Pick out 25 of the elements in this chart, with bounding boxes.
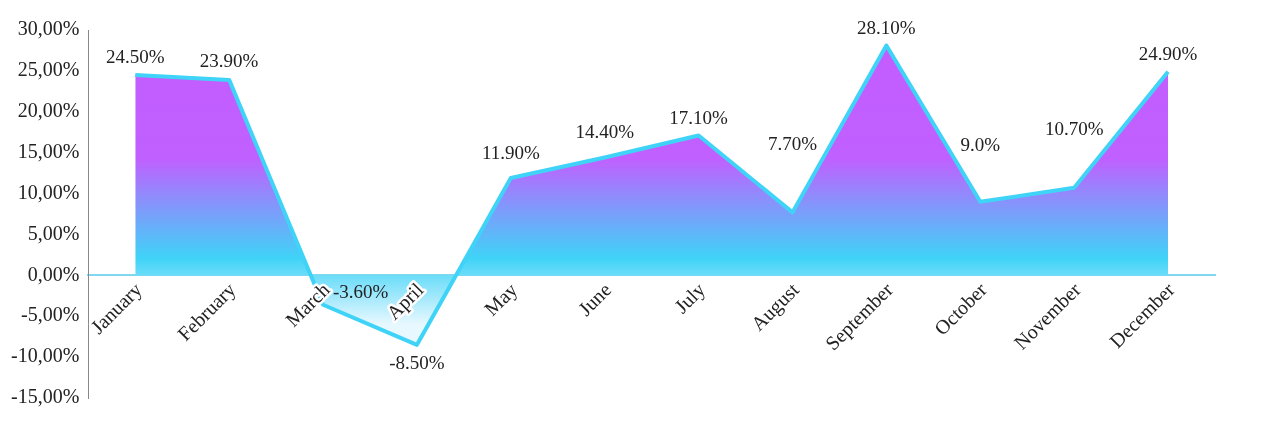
data-label: 14.40% <box>575 121 635 143</box>
x-tick-label: July <box>670 278 710 319</box>
x-tick-label: June <box>573 278 616 320</box>
data-label: -8.50% <box>389 352 445 374</box>
y-tick-label: -5,00% <box>20 303 80 326</box>
data-label: 10.70% <box>1044 118 1104 140</box>
y-tick-label: 5,00% <box>27 221 80 244</box>
y-tick-label: 10,00% <box>17 180 80 203</box>
data-label: 7.70% <box>767 133 818 155</box>
y-tick-label: 0,00% <box>27 262 80 285</box>
y-tick-label: 30,00% <box>17 17 80 40</box>
x-tick-label: May <box>479 278 523 321</box>
data-label: 9.0% <box>960 133 1001 155</box>
y-tick-label: 25,00% <box>17 58 80 81</box>
y-tick-label: -10,00% <box>10 344 80 367</box>
data-label: 17.10% <box>669 106 729 128</box>
data-label: 11.90% <box>481 142 540 164</box>
y-tick-label: -15,00% <box>10 385 80 408</box>
y-tick-label: 15,00% <box>17 139 80 162</box>
data-label: 28.10% <box>857 17 916 39</box>
data-label: 23.90% <box>199 49 259 71</box>
y-tick-label: 20,00% <box>17 99 80 122</box>
data-label: 24.90% <box>1138 43 1198 65</box>
data-label: 24.50% <box>105 46 165 68</box>
data-label: -3.60% <box>333 281 389 303</box>
